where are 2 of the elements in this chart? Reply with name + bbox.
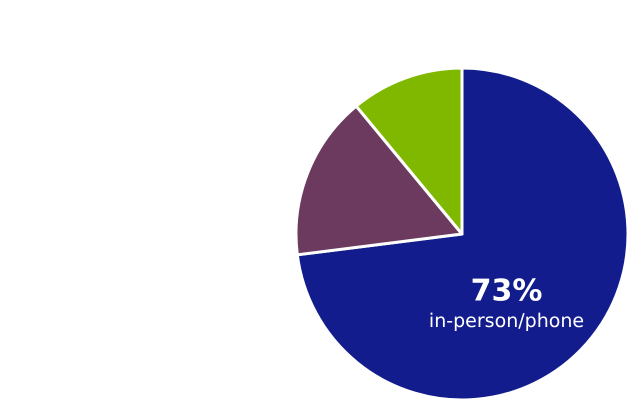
- slice-label: in-person/phone: [428, 310, 584, 332]
- data-label: 73%: [470, 273, 542, 308]
